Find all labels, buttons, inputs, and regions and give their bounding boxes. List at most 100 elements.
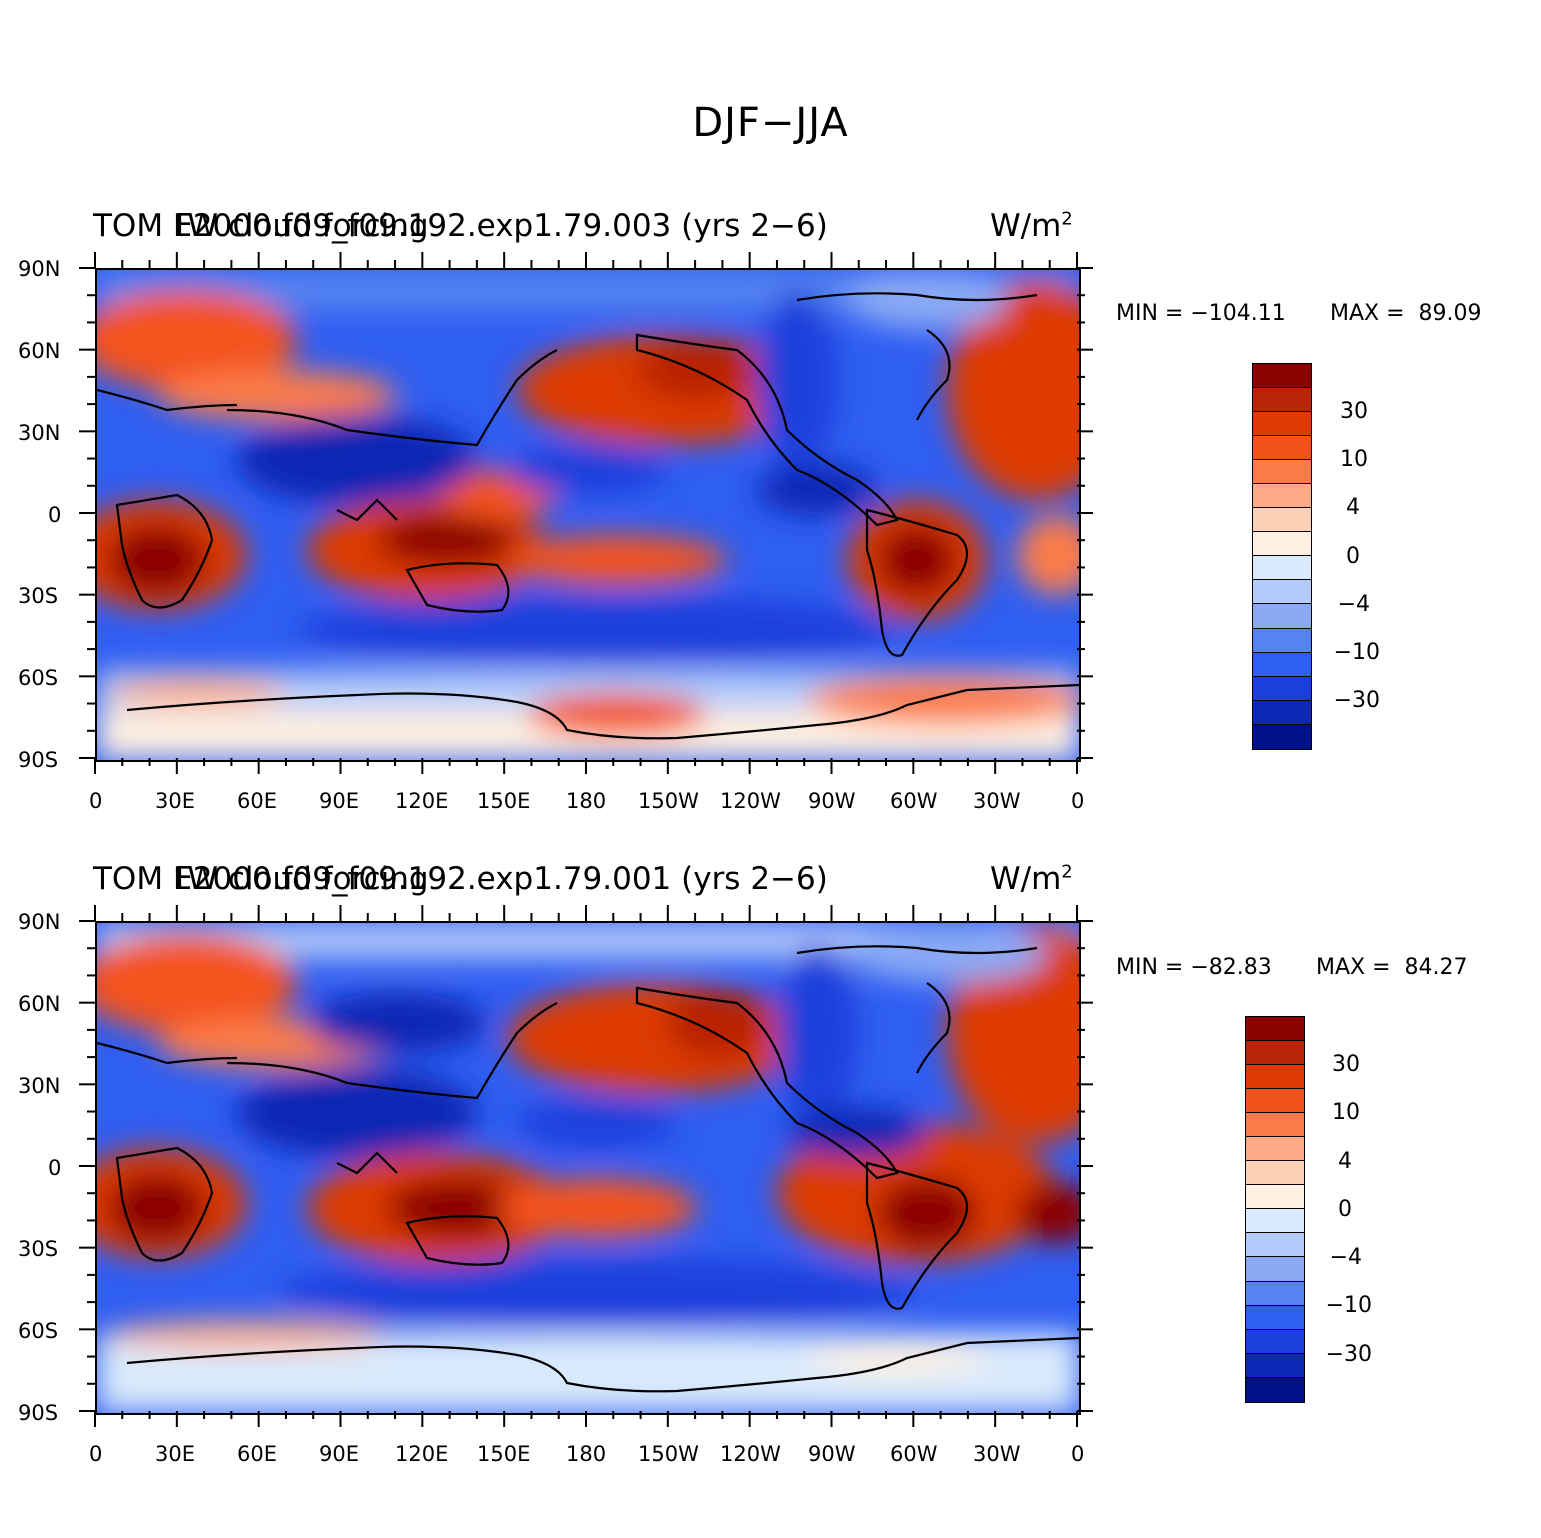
panel-top-units: W/m2 <box>990 208 1073 244</box>
panel-bottom-lon-label: 150W <box>638 1442 699 1466</box>
panel-bottom-coastlines <box>97 945 1079 1393</box>
colorbar-swatch <box>1253 460 1311 485</box>
colorbar-swatch <box>1246 1113 1304 1138</box>
panel-bottom-lat-label: 60S <box>18 1319 59 1343</box>
figure-title: DJF−JJA <box>692 100 849 146</box>
panel-bottom-min: MIN = −82.83 <box>1116 955 1272 980</box>
panel-bottom-lat-label: 30S <box>18 1237 59 1261</box>
panel-bottom-colorbar-label: 0 <box>1338 1197 1352 1222</box>
panel-bottom-colorbar-label: −30 <box>1325 1342 1372 1367</box>
panel-top-lon-label: 150W <box>638 789 699 813</box>
panel-top-colorbar-label: 4 <box>1346 495 1360 520</box>
panel-top-lon-label: 60E <box>237 789 277 813</box>
panel-bottom-lon-label: 0 <box>1071 1442 1085 1466</box>
colorbar-swatch <box>1253 388 1311 413</box>
panel-top-min: MIN = −104.11 <box>1116 301 1286 326</box>
panel-bottom-lat-label: 90S <box>18 1401 59 1425</box>
panel-bottom-lat-label: 90N <box>18 910 61 934</box>
panel-bottom-colorbar-label: −10 <box>1325 1293 1372 1318</box>
colorbar-swatch <box>1253 676 1311 701</box>
panel-top-colorbar <box>1252 363 1312 750</box>
panel-bottom-colorbar-label: 30 <box>1332 1052 1360 1077</box>
colorbar-swatch <box>1246 1209 1304 1234</box>
panel-top-lat-label: 90N <box>18 257 61 281</box>
panel-top-colorbar-label: 30 <box>1340 399 1368 424</box>
panel-top-lon-label: 90E <box>319 789 359 813</box>
panel-bottom-units: W/m2 <box>990 861 1073 897</box>
colorbar-swatch <box>1246 1065 1304 1090</box>
colorbar-swatch <box>1253 484 1311 509</box>
panel-top-lat-label: 60S <box>18 666 59 690</box>
colorbar-swatch <box>1253 580 1311 605</box>
panel-top-title-center: F2000.f09_f09.192.exp1.79.003 (yrs 2−6) <box>175 208 828 244</box>
panel-top-lon-label: 120E <box>395 789 449 813</box>
colorbar-swatch <box>1253 604 1311 629</box>
colorbar-swatch <box>1246 1281 1304 1306</box>
panel-bottom-lon-label: 90E <box>319 1442 359 1466</box>
panel-bottom-field <box>97 923 1079 1413</box>
panel-bottom-lon-label: 30W <box>973 1442 1021 1466</box>
panel-bottom-map <box>95 921 1081 1415</box>
panel-top-lat-label: 30S <box>18 584 59 608</box>
panel-top-field <box>97 270 1079 760</box>
panel-bottom-title-left: TOM LW cloud forcing <box>93 861 429 897</box>
colorbar-swatch <box>1246 1377 1304 1402</box>
colorbar-swatch <box>1246 1089 1304 1114</box>
panel-bottom-lon-label: 120E <box>395 1442 449 1466</box>
colorbar-swatch <box>1246 1329 1304 1354</box>
panel-top-lon-label: 0 <box>1071 789 1085 813</box>
panel-top-colorbar-label: −4 <box>1337 592 1370 617</box>
panel-bottom-lat-label: 30N <box>18 1074 61 1098</box>
colorbar-swatch <box>1253 628 1311 653</box>
panel-bottom-title-center: F2000.f09_f09.192.exp1.79.001 (yrs 2−6) <box>175 861 828 897</box>
colorbar-swatch <box>1253 556 1311 581</box>
panel-bottom-lon-label: 90W <box>808 1442 856 1466</box>
panel-top-title-left: TOM LW cloud forcing <box>93 208 429 244</box>
panel-bottom-lon-label: 180 <box>566 1442 607 1466</box>
panel-top-lat-label: 90S <box>18 748 59 772</box>
panel-top-lat-label: 60N <box>18 339 61 363</box>
colorbar-swatch <box>1253 436 1311 461</box>
colorbar-swatch <box>1253 700 1311 725</box>
panel-bottom-max: MAX = 84.27 <box>1316 955 1468 980</box>
panel-bottom-lon-label: 150E <box>477 1442 531 1466</box>
panel-top-lon-label: 120W <box>720 789 781 813</box>
panel-top-lon-label: 0 <box>89 789 103 813</box>
colorbar-swatch <box>1246 1017 1304 1042</box>
panel-bottom-lon-label: 60W <box>890 1442 938 1466</box>
panel-bottom-colorbar-label: 4 <box>1338 1149 1352 1174</box>
panel-top-colorbar-label: −30 <box>1333 688 1380 713</box>
panel-top-map <box>95 268 1081 762</box>
panel-bottom-colorbar <box>1245 1016 1305 1403</box>
panel-top-lat-label: 0 <box>48 503 62 527</box>
colorbar-swatch <box>1253 364 1311 389</box>
panel-bottom-lat-label: 60N <box>18 992 61 1016</box>
panel-top-lon-label: 180 <box>566 789 607 813</box>
colorbar-swatch <box>1246 1161 1304 1186</box>
panel-bottom-lon-label: 120W <box>720 1442 781 1466</box>
colorbar-swatch <box>1253 412 1311 437</box>
panel-bottom-lon-label: 0 <box>89 1442 103 1466</box>
panel-top-colorbar-label: −10 <box>1333 640 1380 665</box>
colorbar-swatch <box>1253 532 1311 557</box>
colorbar-swatch <box>1246 1353 1304 1378</box>
panel-top-lon-label: 90W <box>808 789 856 813</box>
panel-top-colorbar-label: 10 <box>1340 447 1368 472</box>
colorbar-swatch <box>1253 724 1311 749</box>
colorbar-swatch <box>1246 1041 1304 1066</box>
panel-top-lon-label: 30W <box>973 789 1021 813</box>
colorbar-swatch <box>1246 1257 1304 1282</box>
colorbar-swatch <box>1246 1233 1304 1258</box>
colorbar-swatch <box>1246 1185 1304 1210</box>
panel-top-coastlines <box>97 292 1079 740</box>
panel-top-lon-label: 150E <box>477 789 531 813</box>
panel-bottom-lon-label: 60E <box>237 1442 277 1466</box>
panel-top-lat-label: 30N <box>18 421 61 445</box>
panel-top-lon-label: 60W <box>890 789 938 813</box>
panel-top-lon-label: 30E <box>155 789 195 813</box>
panel-bottom-colorbar-label: −4 <box>1329 1245 1362 1270</box>
panel-top-max: MAX = 89.09 <box>1330 301 1482 326</box>
colorbar-swatch <box>1253 508 1311 533</box>
panel-bottom-lon-label: 30E <box>155 1442 195 1466</box>
panel-bottom-colorbar-label: 10 <box>1332 1100 1360 1125</box>
